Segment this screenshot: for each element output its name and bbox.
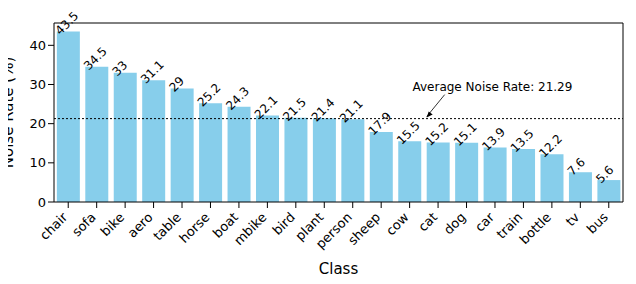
svg-text:person: person <box>313 210 355 252</box>
svg-text:Average Noise Rate: 21.29: Average Noise Rate: 21.29 <box>412 80 572 94</box>
svg-text:24.3: 24.3 <box>223 84 252 113</box>
svg-text:29: 29 <box>166 74 187 95</box>
svg-text:31.1: 31.1 <box>138 58 167 87</box>
svg-text:car: car <box>472 209 498 235</box>
svg-text:33: 33 <box>109 58 130 79</box>
svg-text:Noise Rate (%): Noise Rate (%) <box>8 57 17 169</box>
svg-text:boat: boat <box>209 209 241 241</box>
svg-text:25.2: 25.2 <box>195 81 224 110</box>
svg-text:20: 20 <box>29 116 46 131</box>
svg-text:bike: bike <box>98 210 128 240</box>
svg-text:chair: chair <box>37 209 71 243</box>
svg-text:aero: aero <box>125 209 156 240</box>
svg-text:table: table <box>150 209 185 244</box>
svg-text:34.5: 34.5 <box>81 44 110 73</box>
svg-text:bus: bus <box>584 209 611 236</box>
svg-text:cow: cow <box>383 209 412 238</box>
svg-text:5.6: 5.6 <box>593 163 616 186</box>
svg-text:Class: Class <box>319 260 359 276</box>
svg-text:13.5: 13.5 <box>508 126 537 155</box>
svg-text:plant: plant <box>292 209 327 244</box>
svg-text:train: train <box>493 209 526 242</box>
svg-text:bottle: bottle <box>517 210 554 247</box>
svg-text:43.5: 43.5 <box>53 9 82 38</box>
svg-text:12.2: 12.2 <box>536 132 565 161</box>
svg-text:sofa: sofa <box>69 210 99 240</box>
svg-text:15.1: 15.1 <box>451 120 480 149</box>
svg-text:tv: tv <box>563 209 583 229</box>
svg-text:cat: cat <box>415 210 440 235</box>
svg-text:21.5: 21.5 <box>280 95 309 124</box>
svg-text:10: 10 <box>29 155 46 170</box>
svg-text:21.4: 21.4 <box>309 96 338 125</box>
svg-text:15.5: 15.5 <box>394 119 423 148</box>
svg-text:15.2: 15.2 <box>422 120 451 149</box>
svg-text:7.6: 7.6 <box>565 155 588 178</box>
svg-text:30: 30 <box>29 77 46 92</box>
svg-text:horse: horse <box>176 210 212 246</box>
svg-text:sheep: sheep <box>345 210 383 248</box>
svg-text:21.1: 21.1 <box>337 97 366 126</box>
svg-text:17.9: 17.9 <box>366 109 395 138</box>
svg-text:13.9: 13.9 <box>479 125 508 154</box>
svg-text:0: 0 <box>38 195 46 210</box>
svg-text:22.1: 22.1 <box>252 93 281 122</box>
svg-text:bird: bird <box>269 209 298 238</box>
svg-text:mbike: mbike <box>231 210 270 249</box>
svg-text:dog: dog <box>441 210 469 238</box>
svg-text:40: 40 <box>29 38 46 53</box>
